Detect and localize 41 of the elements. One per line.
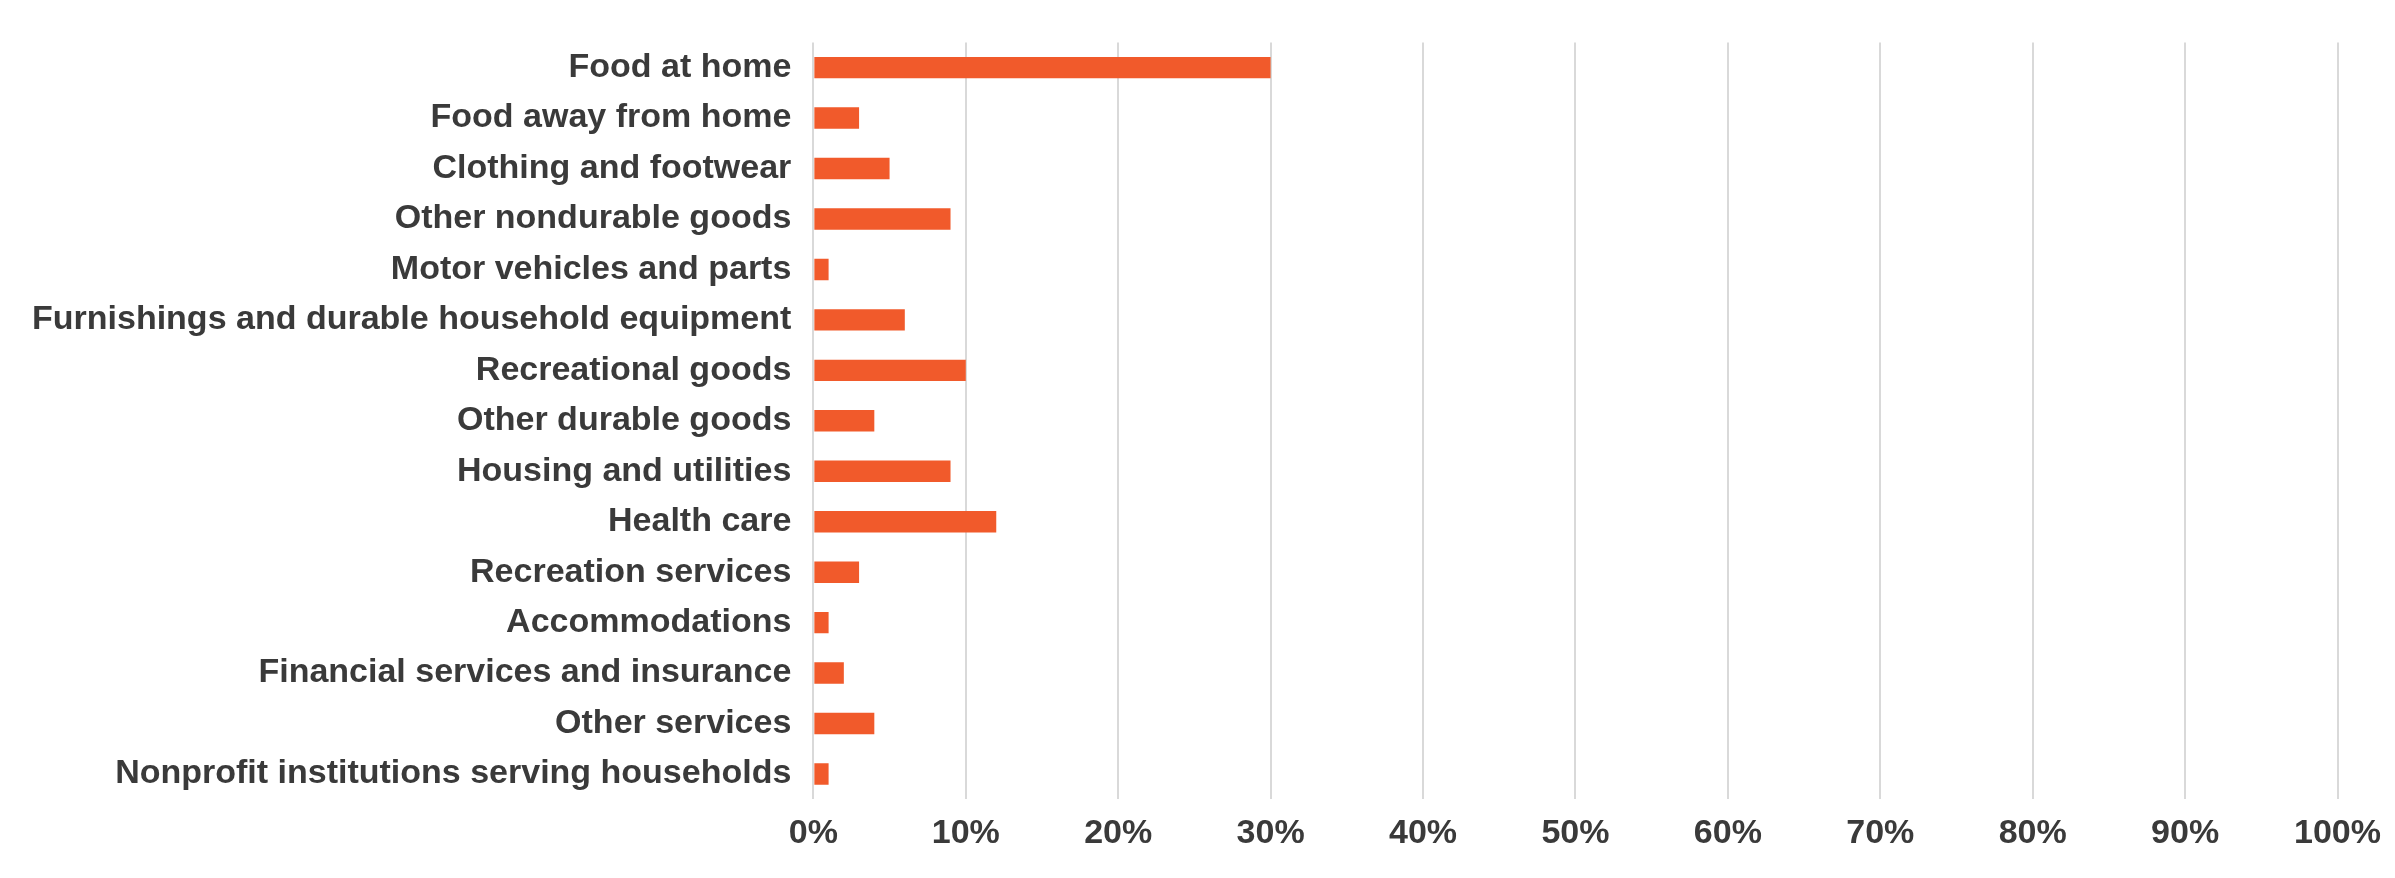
y-tick-label: Other durable goods [457, 399, 792, 438]
bar [814, 611, 829, 634]
bar [814, 359, 966, 382]
y-tick-label: Furnishings and durable household equipment [32, 298, 792, 337]
x-tick-label: 0% [788, 811, 838, 850]
x-tick-label: 80% [1998, 811, 2067, 850]
bar [814, 309, 905, 331]
y-tick-label: Motor vehicles and parts [390, 247, 792, 286]
y-tick-label: Nonprofit institutions serving households [115, 752, 792, 791]
x-tick-label: 10% [931, 811, 1000, 850]
bar [814, 157, 890, 180]
bar [814, 662, 844, 684]
y-tick-label: Accommodations [506, 600, 792, 639]
bar [814, 460, 951, 482]
x-tick-label: 50% [1541, 811, 1610, 850]
y-tick-label: Food away from home [430, 96, 792, 135]
y-tick-label: Other nondurable goods [394, 197, 792, 236]
x-tick-label: 40% [1388, 811, 1458, 850]
y-tick-label: Food at home [568, 46, 792, 84]
bar [814, 208, 951, 230]
y-tick-label: Housing and utilities [457, 449, 792, 488]
x-tick-label: 20% [1084, 811, 1153, 850]
bar [814, 56, 1271, 79]
y-tick-label: Recreational goods [475, 348, 792, 387]
bar [814, 410, 875, 432]
bar [814, 510, 997, 533]
bar [814, 107, 860, 129]
x-tick-label: 30% [1236, 811, 1305, 850]
bar [814, 258, 829, 281]
y-tick-label: Clothing and footwear [432, 146, 792, 185]
bar [814, 712, 875, 735]
x-tick-label: 90% [2151, 811, 2220, 850]
bar [814, 763, 829, 785]
bar [814, 561, 860, 583]
x-tick-label: 60% [1693, 811, 1762, 850]
y-tick-label: Recreation services [470, 550, 792, 589]
y-tick-label: Financial services and insurance [258, 651, 792, 690]
y-tick-label: Other services [555, 701, 792, 740]
x-tick-label: 70% [1846, 811, 1915, 850]
y-tick-label: Health care [608, 500, 792, 539]
x-tick-label: 100% [2294, 811, 2381, 850]
